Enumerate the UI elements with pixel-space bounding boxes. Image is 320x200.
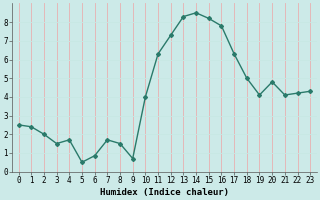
- X-axis label: Humidex (Indice chaleur): Humidex (Indice chaleur): [100, 188, 229, 197]
